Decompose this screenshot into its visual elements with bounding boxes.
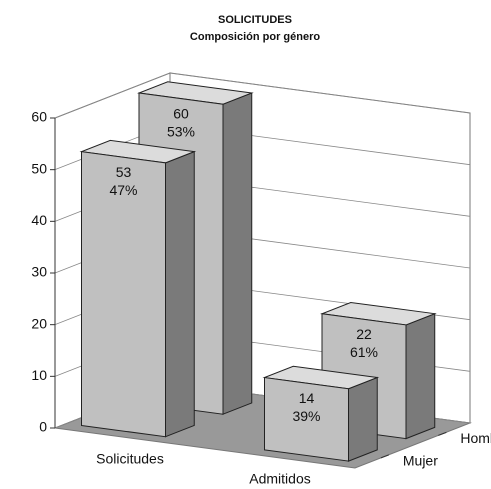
data-label: 53: [116, 164, 132, 180]
y-tick-label: 60: [31, 109, 47, 125]
depth-tick: [380, 454, 390, 459]
share-label: 53%: [167, 123, 195, 139]
y-tick-label: 0: [39, 419, 47, 435]
bar-side: [165, 150, 195, 438]
y-tick-label: 40: [31, 212, 47, 228]
y-tick-label: 20: [31, 315, 47, 331]
legend-label: Mujer: [403, 453, 438, 469]
x-tick-label: Solicitudes: [96, 451, 164, 467]
y-tick-label: 10: [31, 367, 47, 383]
data-label: 14: [299, 390, 315, 406]
depth-tick: [438, 431, 447, 436]
share-label: 39%: [292, 408, 320, 424]
bar: [81, 151, 166, 438]
share-label: 47%: [109, 182, 137, 198]
chart-subtitle: Composición por género: [190, 31, 320, 43]
chart-title: SOLICITUDES: [218, 14, 292, 26]
data-label: 22: [356, 326, 372, 342]
share-label: 61%: [350, 344, 378, 360]
bar: [264, 376, 349, 462]
bar-side: [222, 92, 253, 415]
grid-line: [54, 72, 471, 119]
bar-side: [348, 376, 378, 462]
legend-label: Hombre: [460, 430, 491, 446]
y-tick-label: 30: [31, 264, 47, 280]
data-label: 60: [173, 105, 189, 121]
x-tick-label: Admitidos: [249, 471, 310, 487]
y-tick-label: 50: [31, 160, 47, 176]
bar-side: [405, 312, 436, 440]
